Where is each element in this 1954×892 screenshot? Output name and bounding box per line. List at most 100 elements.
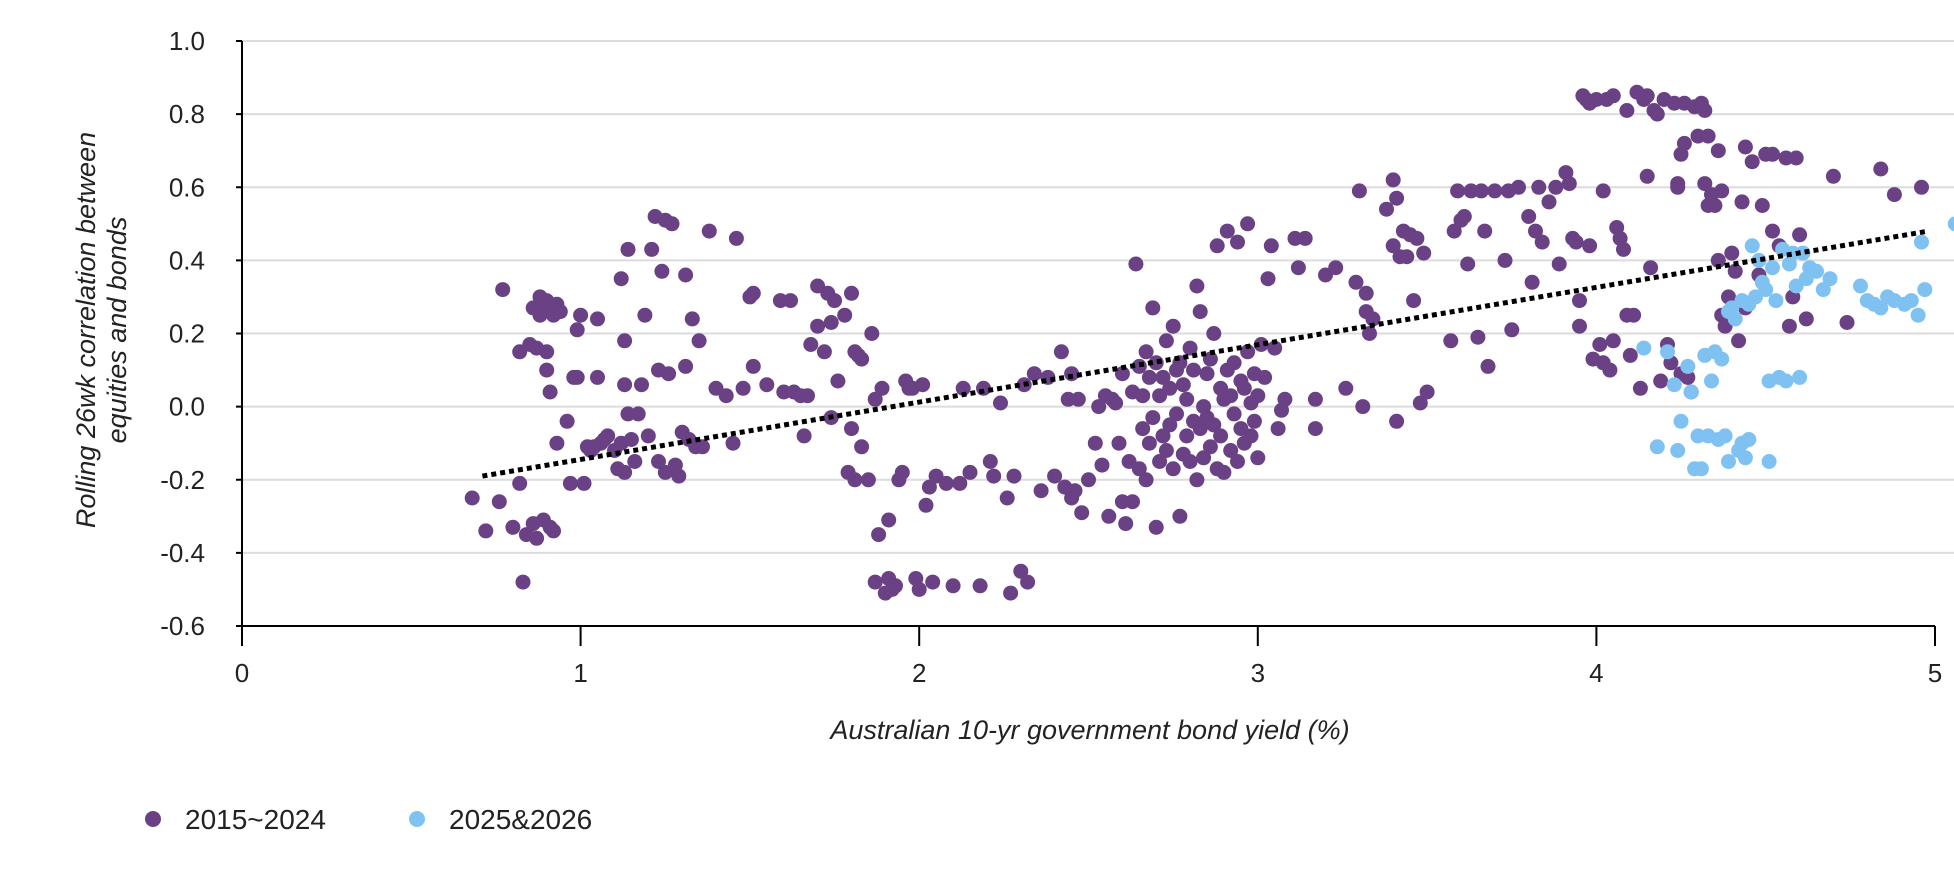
data-point [1721, 454, 1736, 469]
data-point [1267, 340, 1283, 356]
data-point [867, 574, 883, 590]
data-point [1473, 183, 1489, 199]
data-point [1338, 380, 1354, 396]
data-point [1192, 421, 1208, 437]
trendline [481, 228, 1929, 479]
data-point [1456, 209, 1472, 224]
data-point [1592, 337, 1608, 352]
y-tick-labels: -0.6 -0.4 -0.2 0.0 0.2 0.4 0.6 0.8 1.0 [160, 26, 205, 641]
y-tick-label: 0.8 [169, 99, 205, 129]
data-point [1246, 413, 1262, 429]
data-point [1226, 406, 1242, 422]
data-point [1572, 293, 1587, 309]
x-tick-label: 0 [235, 658, 249, 688]
data-point [860, 472, 876, 488]
data-point [1047, 468, 1063, 484]
data-point [573, 307, 589, 323]
data-point [1619, 103, 1635, 118]
x-tick-label: 2 [912, 658, 926, 688]
data-point [1172, 508, 1188, 524]
data-point [1649, 439, 1665, 455]
data-point [691, 333, 707, 349]
data-point [590, 311, 605, 327]
data-point [546, 523, 561, 539]
x-tick-label: 1 [573, 658, 587, 688]
data-point [1141, 369, 1157, 385]
data-point [1605, 88, 1621, 104]
data-point [1206, 326, 1222, 341]
data-point [1003, 585, 1019, 601]
data-point [552, 304, 568, 320]
data-point [1006, 468, 1022, 484]
data-point [542, 384, 558, 400]
data-point [1649, 106, 1665, 122]
data-point [783, 293, 798, 309]
data-point [1186, 362, 1201, 378]
data-point [881, 512, 897, 528]
data-point [1270, 421, 1286, 437]
data-point [1416, 245, 1432, 261]
data-point [1263, 238, 1279, 254]
data-point [1534, 234, 1550, 250]
data-point [1026, 366, 1042, 382]
data-point [654, 263, 670, 279]
data-point [1277, 391, 1293, 407]
data-point [1114, 366, 1130, 382]
data-point [1230, 234, 1245, 250]
data-point [1731, 333, 1747, 349]
data-point [1081, 472, 1096, 488]
data-point [620, 241, 636, 257]
data-point [1169, 406, 1184, 422]
data-point [1477, 223, 1493, 239]
data-point [1202, 351, 1218, 367]
data-point [539, 344, 555, 360]
data-point [1162, 417, 1178, 433]
data-point [1798, 311, 1814, 327]
data-point [1541, 194, 1557, 210]
data-point [644, 241, 660, 257]
data-point [1155, 428, 1171, 444]
data-point [745, 285, 761, 301]
data-point [718, 388, 734, 404]
data-point [827, 293, 842, 309]
data-point [982, 454, 998, 469]
data-point [1653, 373, 1669, 389]
data-point [830, 373, 846, 389]
series-2015-2024 [464, 84, 1929, 601]
data-point [562, 475, 578, 491]
legend-marker-2015-2024 [145, 811, 161, 827]
trendline-layer [481, 228, 1929, 479]
data-point [745, 358, 761, 374]
data-point [1128, 256, 1144, 272]
data-point [1521, 209, 1537, 224]
data-point [1792, 227, 1808, 243]
data-point [1781, 318, 1797, 334]
data-point [1511, 179, 1526, 195]
y-tick-label: 0.6 [169, 172, 205, 202]
data-point [1240, 344, 1256, 360]
data-point [1497, 252, 1513, 268]
data-point [671, 468, 687, 484]
data-point [1825, 168, 1841, 184]
data-point [844, 285, 859, 301]
data-point [1250, 388, 1266, 404]
data-point [1101, 508, 1117, 524]
data-point [1714, 183, 1730, 199]
data-point [1138, 344, 1154, 360]
data-point [925, 574, 941, 590]
data-point [728, 230, 744, 246]
data-point [1788, 150, 1804, 166]
data-point [1145, 410, 1161, 426]
data-point [735, 380, 751, 396]
data-point [1074, 505, 1090, 521]
data-point [1412, 395, 1428, 411]
y-tick-label: 0.0 [169, 392, 205, 422]
data-point [1815, 282, 1831, 298]
data-point [1561, 176, 1577, 192]
data-point [1236, 380, 1252, 396]
data-point [999, 490, 1015, 506]
data-point [1914, 179, 1929, 195]
data-point [1710, 252, 1726, 268]
data-point [1873, 300, 1889, 316]
